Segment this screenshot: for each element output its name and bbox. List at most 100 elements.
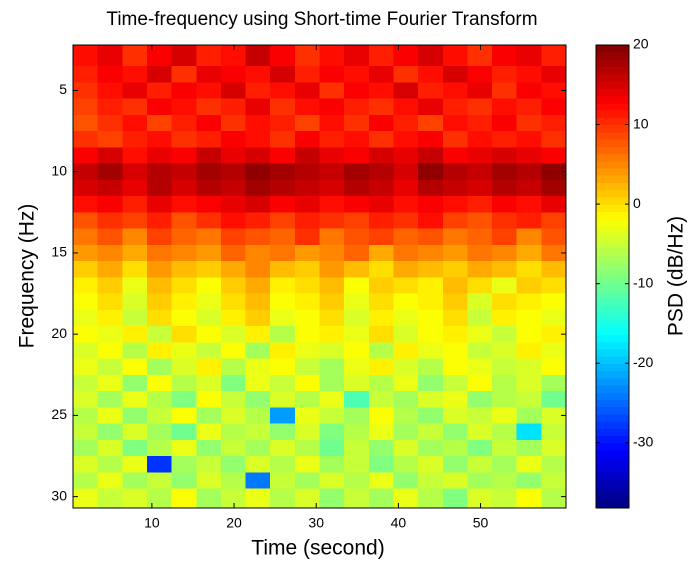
heatmap-cell [541, 163, 567, 181]
heatmap-cell [368, 277, 394, 295]
heatmap-cell [368, 488, 394, 509]
heatmap-cell [319, 277, 345, 295]
heatmap-cell [270, 456, 296, 473]
heatmap-cell [196, 98, 222, 116]
heatmap-cell [393, 423, 419, 441]
heatmap-cell [442, 45, 468, 67]
heatmap-cell [122, 358, 148, 376]
heatmap-cell [442, 472, 468, 490]
heatmap-cell [344, 98, 370, 116]
heatmap-cell [97, 374, 123, 392]
heatmap-cell [516, 309, 542, 327]
heatmap-cell [294, 66, 320, 83]
heatmap-cell [344, 179, 370, 197]
heatmap-cell [73, 488, 99, 509]
heatmap-cell [245, 244, 271, 262]
heatmap-cell [245, 326, 271, 343]
heatmap-cell [196, 407, 222, 425]
heatmap-cell [492, 391, 518, 408]
heatmap-cell [196, 114, 222, 132]
heatmap-cell [73, 244, 99, 262]
heatmap-cell [171, 131, 197, 148]
colorbar-segment [596, 457, 629, 466]
heatmap-cell [97, 66, 123, 83]
heatmap-cell [220, 342, 247, 360]
heatmap-cell [344, 423, 370, 441]
heatmap-cell [73, 179, 99, 197]
heatmap-cell [245, 196, 271, 213]
colorbar-segment [596, 435, 629, 444]
heatmap-cell [245, 309, 271, 327]
heatmap-cell [467, 66, 493, 83]
heatmap-cell [294, 358, 320, 376]
heatmap [73, 45, 567, 509]
colorbar-tick-label: -10 [633, 274, 653, 290]
heatmap-cell [319, 488, 345, 509]
heatmap-cell [492, 147, 518, 165]
colorbar-segment [596, 167, 629, 176]
colorbar-segment [596, 421, 629, 429]
heatmap-cell [245, 147, 271, 165]
heatmap-cell [393, 456, 419, 473]
heatmap-cell [73, 358, 99, 376]
heatmap-cell [418, 82, 444, 100]
heatmap-cell [319, 374, 345, 392]
heatmap-cell [73, 309, 99, 327]
colorbar-segment [596, 139, 629, 147]
heatmap-cell [467, 147, 493, 165]
heatmap-cell [270, 472, 296, 490]
heatmap-cell [492, 212, 518, 230]
heatmap-cell [220, 374, 247, 392]
heatmap-cell [220, 196, 247, 213]
heatmap-cell [146, 456, 173, 473]
heatmap-cell [418, 244, 444, 262]
heatmap-cell [270, 488, 296, 509]
heatmap-cell [245, 374, 271, 392]
heatmap-cell [344, 293, 370, 311]
heatmap-cell [516, 66, 542, 83]
heatmap-cell [492, 98, 518, 116]
heatmap-cell [393, 309, 419, 327]
heatmap-cell [467, 114, 493, 132]
heatmap-cell [319, 309, 345, 327]
heatmap-cell [97, 309, 123, 327]
heatmap-cell [97, 358, 123, 376]
heatmap-cell [418, 179, 444, 197]
heatmap-cell [97, 261, 123, 278]
heatmap-cell [492, 293, 518, 311]
heatmap-cell [245, 212, 271, 230]
heatmap-cell [122, 66, 148, 83]
heatmap-cell [196, 66, 222, 83]
heatmap-cell [171, 196, 197, 213]
heatmap-cell [541, 456, 567, 473]
colorbar-segment [596, 73, 629, 82]
heatmap-cell [171, 98, 197, 116]
heatmap-cell [196, 488, 222, 509]
heatmap-cell [146, 423, 173, 441]
heatmap-cell [245, 293, 271, 311]
heatmap-cell [294, 293, 320, 311]
heatmap-cell [467, 196, 493, 213]
heatmap-cell [73, 163, 99, 181]
heatmap-cell [516, 179, 542, 197]
heatmap-cell [97, 342, 123, 360]
heatmap-cell [171, 456, 197, 473]
heatmap-cell [196, 228, 222, 246]
heatmap-cell [368, 358, 394, 376]
heatmap-cell [467, 374, 493, 392]
x-axis-label: Time (second) [251, 537, 384, 560]
heatmap-cell [73, 456, 99, 473]
heatmap-cell [393, 391, 419, 408]
colorbar-segment [596, 370, 629, 379]
heatmap-cell [368, 131, 394, 148]
heatmap-cell [393, 293, 419, 311]
colorbar-segment [596, 240, 629, 249]
heatmap-cell [245, 488, 271, 509]
heatmap-cell [270, 82, 296, 100]
heatmap-cell [146, 407, 173, 425]
heatmap-cell [171, 66, 197, 83]
heatmap-cell [492, 82, 518, 100]
heatmap-cell [146, 326, 173, 343]
heatmap-cell [368, 309, 394, 327]
heatmap-cell [344, 212, 370, 230]
